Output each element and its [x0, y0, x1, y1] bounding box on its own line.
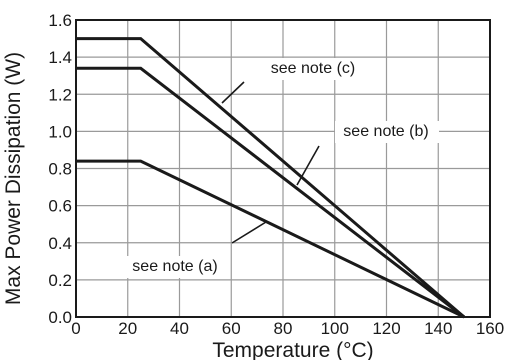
x-tick-label: 20: [118, 319, 137, 338]
x-axis-label: Temperature (°C): [212, 339, 373, 360]
note-leader-line: [221, 81, 245, 104]
y-tick-labels: 0.0 0.2 0.4 0.6 0.8 1.0 1.2 1.4 1.6: [48, 11, 72, 327]
x-tick-label: 0: [71, 319, 80, 338]
y-tick-label: 0.4: [48, 234, 72, 253]
note-leader-line: [296, 145, 320, 186]
x-tick-label: 160: [476, 319, 504, 338]
note-leader-line: [231, 221, 267, 244]
y-tick-label: 1.4: [48, 48, 72, 67]
x-tick-label: 140: [424, 319, 452, 338]
series-line-3: [76, 159, 465, 319]
note-label: see note (b): [343, 123, 428, 140]
x-tick-label: 100: [321, 319, 349, 338]
note-label: see note (a): [132, 258, 217, 275]
x-tick-labels: 0 20 40 60 80 100 120 140 160: [71, 319, 504, 338]
y-tick-label: 1.6: [48, 11, 72, 30]
series-line-1: [76, 37, 466, 319]
x-tick-label: 80: [274, 319, 293, 338]
y-axis-label: Max Power Dissipation (W): [2, 52, 25, 305]
x-tick-label: 120: [372, 319, 400, 338]
y-tick-label: 0.8: [48, 160, 72, 179]
y-tick-label: 0.6: [48, 197, 72, 216]
y-tick-label: 1.0: [48, 122, 72, 141]
y-tick-label: 1.2: [48, 85, 72, 104]
note-label-background: [335, 121, 439, 143]
note-label-background: [262, 58, 366, 80]
plot-frame: [75, 19, 491, 318]
y-tick-label: 0.0: [48, 308, 72, 327]
x-tick-label: 40: [170, 319, 189, 338]
series-line-2: [76, 66, 466, 319]
note-annotations: see note (c) see note (b) see note (a): [123, 58, 439, 278]
note-label-background: [123, 256, 229, 278]
note-label: see note (c): [271, 60, 355, 77]
grid-lines: [76, 20, 490, 317]
x-tick-label: 60: [222, 319, 241, 338]
y-tick-label: 0.2: [48, 271, 72, 290]
series-lines: [76, 37, 466, 319]
